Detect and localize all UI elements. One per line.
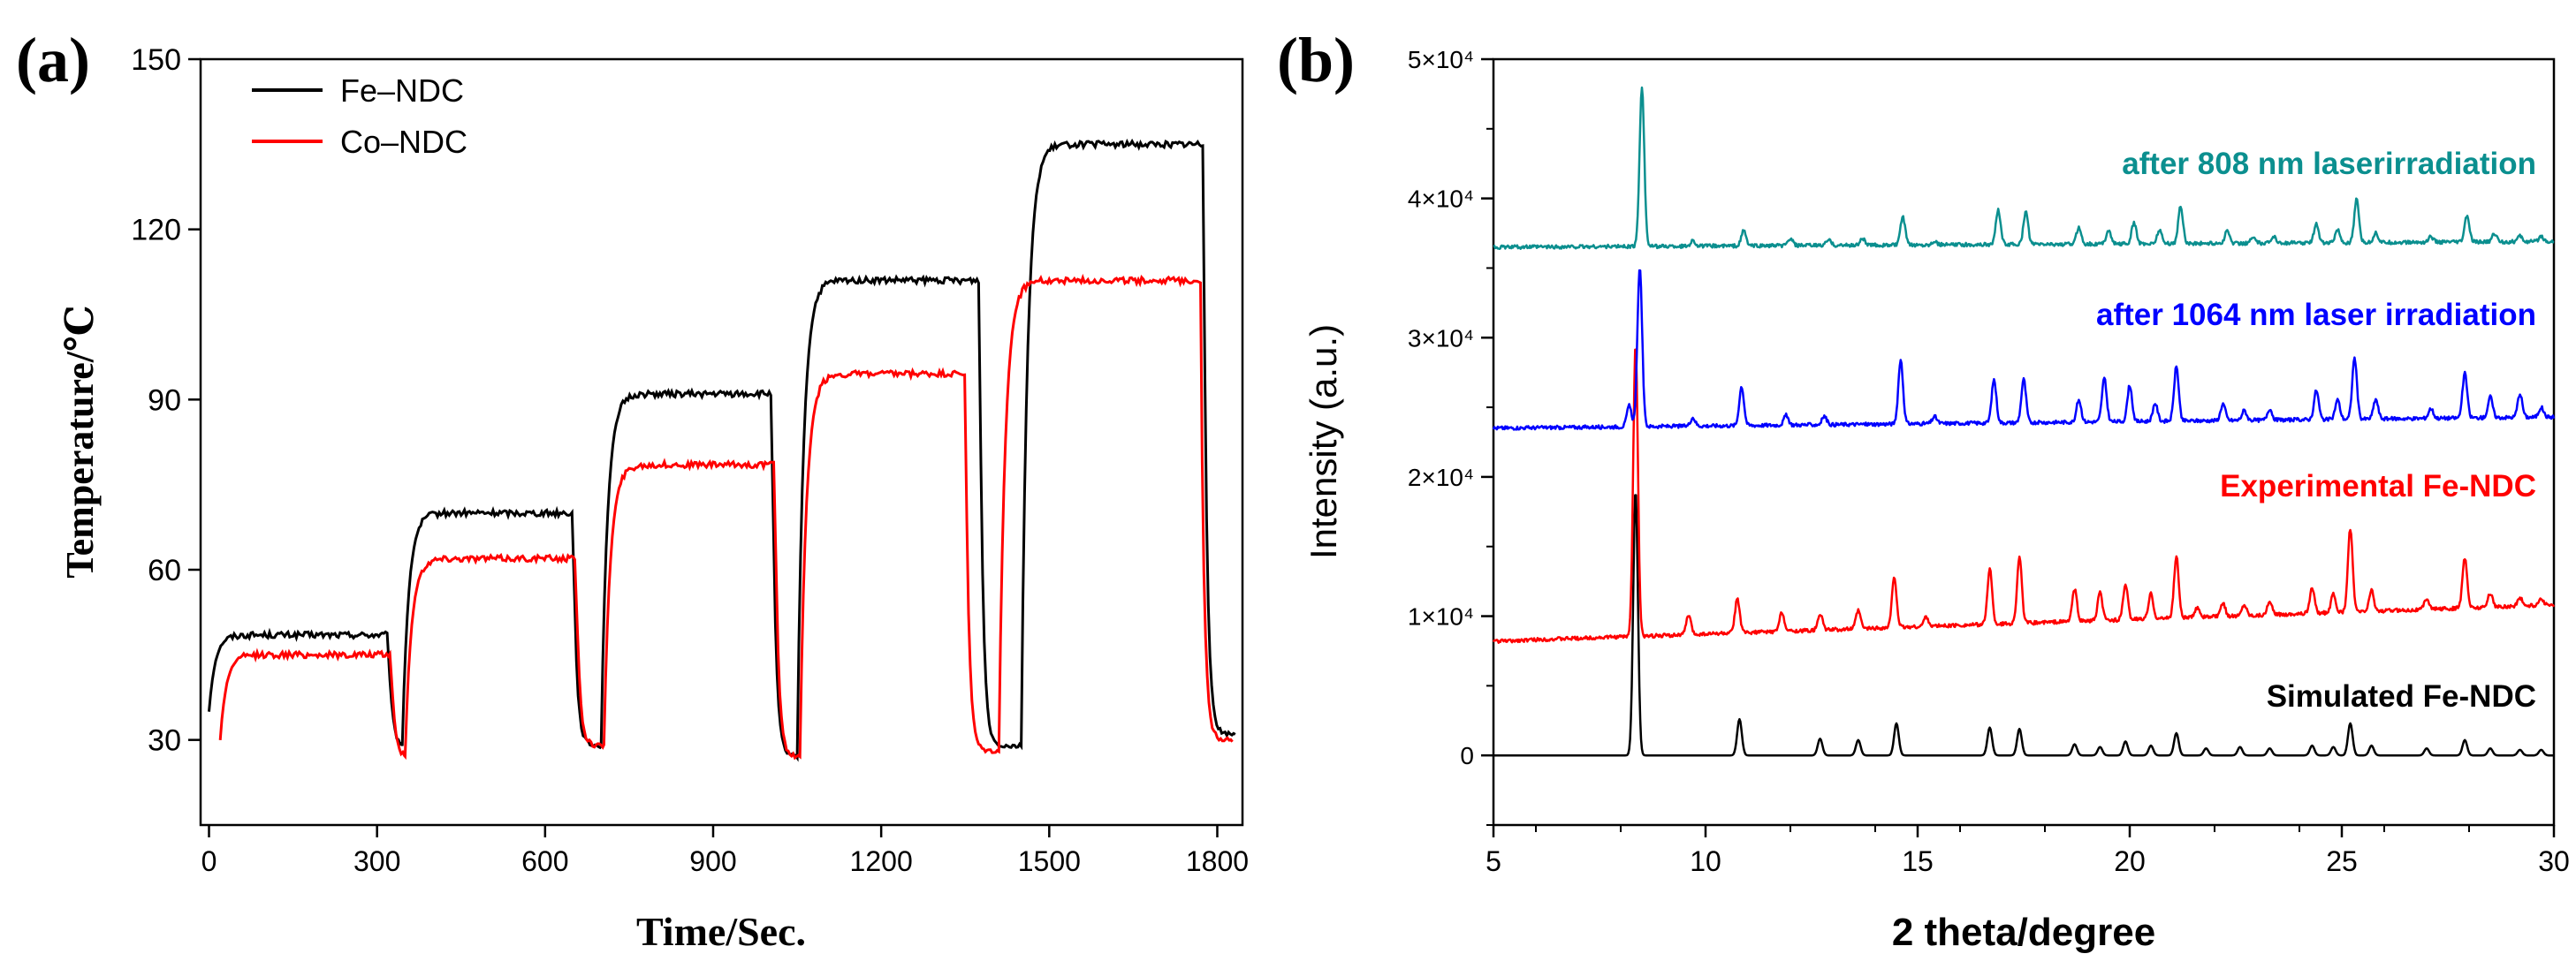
panel-b-label: (b) (1277, 25, 1355, 95)
panel-a-label: (a) (16, 25, 90, 95)
panel-a-legend: Fe–NDC Co–NDC (252, 72, 467, 160)
panel-a-ticks: 0 300 600 900 1200 1500 1800 30 60 90 120 150 (131, 43, 1249, 877)
panel-a-series (208, 138, 1236, 762)
x-tick-label-300: 300 (353, 845, 400, 877)
b-x-tick-label-30: 30 (2538, 845, 2570, 877)
panel-a-y-axis-title: Temperature/℃ (58, 305, 102, 578)
b-y-tick-label-20000: 2×10⁴ (1408, 464, 1474, 491)
series-label-1064nm: after 1064 nm laser irradiation (2096, 298, 2536, 332)
x-tick-label-1500: 1500 (1018, 845, 1081, 877)
pattern-line-experimental-fe-ndc (1492, 348, 2556, 644)
series-label-808nm: after 808 nm laserirradiation (2122, 147, 2536, 181)
panel-b-x-axis-title: 2 theta/degree (1892, 911, 2155, 954)
b-x-tick-label-10: 10 (1690, 845, 1721, 877)
x-tick-label-1800: 1800 (1186, 845, 1249, 877)
panel-b-series (1492, 86, 2556, 757)
y-tick-label-120: 120 (131, 214, 181, 247)
b-y-tick-label-10000: 1×10⁴ (1408, 603, 1474, 631)
y-tick-label-30: 30 (148, 724, 181, 758)
x-tick-label-1200: 1200 (850, 845, 913, 877)
panel-b-ticks: 5 10 15 20 25 30 0 1×10⁴ 2×10⁴ 3×10⁴ 4×10⁴ 5×10⁴ (1408, 46, 2570, 877)
b-y-tick-label-50000: 5×10⁴ (1408, 46, 1474, 73)
panel-a: (a) 0 300 600 900 1200 1500 1800 30 60 90 120 150 F… (16, 25, 1249, 954)
panel-b: (b) 5 10 15 20 25 30 0 1×10⁴ 2×10⁴ 3×10⁴ 4×10⁴ 5×10… (1277, 25, 2570, 954)
b-y-tick-label-30000: 3×10⁴ (1408, 324, 1474, 352)
b-x-tick-label-5: 5 (1486, 845, 1501, 877)
b-y-tick-label-0: 0 (1460, 742, 1474, 769)
series-line-co-ndc (218, 273, 1234, 761)
y-tick-label-150: 150 (131, 43, 181, 77)
series-line-fe-ndc (208, 138, 1236, 762)
x-tick-label-0: 0 (201, 845, 217, 877)
y-tick-label-60: 60 (148, 554, 181, 587)
panel-b-series-labels: after 808 nm laserirradiation after 1064… (2096, 147, 2536, 714)
b-y-tick-label-40000: 4×10⁴ (1408, 185, 1474, 213)
series-label-simulated: Simulated Fe-NDC (2267, 679, 2536, 714)
b-x-tick-label-20: 20 (2114, 845, 2146, 877)
pattern-line-after-808-nm-laserirradiation (1493, 86, 2555, 251)
b-x-tick-label-15: 15 (1902, 845, 1934, 877)
legend-label-fe-ndc: Fe–NDC (340, 72, 464, 109)
panel-a-plot-frame (199, 57, 1244, 827)
pattern-line-simulated-fe-ndc (1493, 494, 2555, 757)
panel-a-x-axis-title: Time/Sec. (636, 909, 806, 954)
x-tick-label-600: 600 (521, 845, 568, 877)
pattern-line-after-1064-nm-laser-irradiation (1492, 269, 2556, 431)
b-x-tick-label-25: 25 (2326, 845, 2358, 877)
panel-b-plot-frame (1492, 57, 2556, 827)
legend-label-co-ndc: Co–NDC (340, 124, 467, 160)
panel-b-y-axis-title: Intensity (a.u.) (1303, 324, 1344, 559)
y-tick-label-90: 90 (148, 383, 181, 417)
series-label-experimental: Experimental Fe-NDC (2220, 469, 2536, 503)
x-tick-label-900: 900 (689, 845, 736, 877)
